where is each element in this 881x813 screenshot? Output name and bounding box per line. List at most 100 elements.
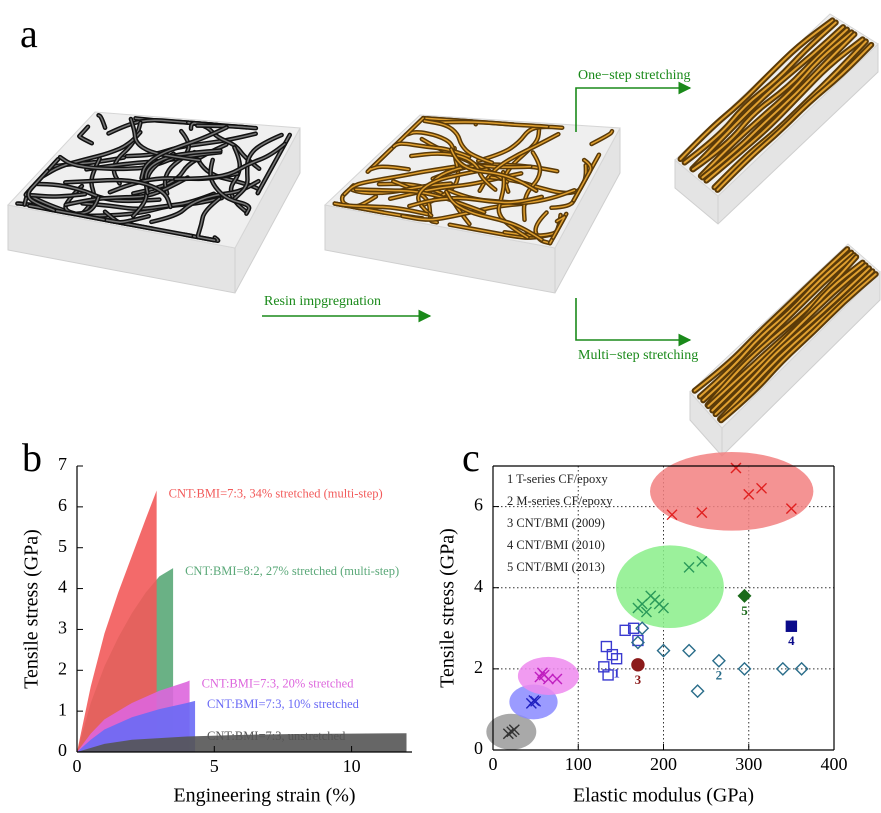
point: [690, 684, 705, 699]
fiber-highlight: [401, 202, 527, 221]
point: [737, 661, 752, 676]
y-axis-label: Tensile stress (GPa): [437, 528, 459, 688]
point: [656, 643, 671, 658]
fiber-highlight: [679, 19, 834, 161]
arrow: [575, 81, 692, 132]
fiber-highlight: [572, 159, 592, 202]
y-tick-label: 6: [58, 495, 67, 515]
point: [743, 488, 755, 500]
point: [640, 606, 652, 618]
legend-entry: 5 CNT/BMI (2013): [507, 560, 605, 574]
point: [756, 482, 768, 494]
fiber-highlight: [366, 165, 410, 173]
fiber-highlight: [590, 128, 613, 145]
point-label: 5: [741, 603, 748, 618]
fiber-highlight: [144, 149, 222, 194]
fiber-highlight: [105, 215, 150, 223]
x-tick-label: 300: [735, 754, 762, 774]
fiber-highlight: [445, 190, 543, 241]
fiber-highlight: [34, 183, 161, 202]
fiber-highlight: [701, 33, 856, 179]
curve-label: CNT:BMI=7:3, 10% stretched: [207, 697, 360, 711]
fiber-highlight: [691, 28, 848, 171]
y-tick-label: 4: [58, 577, 67, 597]
fiber-highlight: [350, 182, 452, 194]
curve-label: CNT:BMI=7:3, unstretched: [207, 729, 346, 743]
point: [610, 653, 623, 665]
highlight: [615, 545, 724, 629]
fiber-highlight: [720, 273, 877, 422]
point: [506, 726, 518, 738]
legend-entry: 1 T-series CF/epoxy: [507, 472, 608, 486]
fiber-highlight: [436, 121, 549, 128]
panel-label: a: [20, 11, 38, 56]
fiber-highlight: [552, 216, 566, 239]
y-tick-label: 2: [474, 657, 483, 677]
point: [737, 588, 752, 603]
x-axis-label: Engineering strain (%): [173, 785, 355, 807]
fiber-highlight: [197, 197, 221, 241]
point: [631, 658, 645, 672]
legend-entry: 2 M-series CF/epoxy: [507, 494, 613, 508]
fiber-highlight: [174, 143, 286, 180]
fiber-highlight: [140, 126, 228, 180]
chart: CNT:BMI=8:2, 27% stretched (multi-step) C…: [21, 454, 412, 807]
fiber-highlight: [78, 126, 93, 144]
point: [632, 634, 644, 647]
point: [682, 643, 697, 658]
point: [666, 509, 678, 521]
fiber-highlight: [693, 248, 849, 392]
y-tick-label: 7: [58, 454, 67, 474]
legend-entry: 3 CNT/BMI (2009): [507, 516, 605, 530]
fiber-highlight: [711, 264, 867, 412]
fiber-highlight: [79, 157, 101, 216]
x-tick-label: 200: [650, 754, 677, 774]
point: [619, 624, 631, 637]
point-label: 3: [635, 672, 642, 687]
y-tick-label: 0: [474, 738, 483, 758]
x-axis-label: Elastic modulus (GPa): [573, 785, 754, 807]
step-label: One−step stretching: [578, 68, 690, 83]
fiber-highlight: [699, 31, 853, 177]
y-tick-label: 6: [474, 495, 483, 515]
fiber-highlight: [705, 38, 864, 182]
fiber-highlight: [64, 179, 172, 208]
panel-label: b: [22, 435, 42, 480]
x-tick-label: 400: [821, 754, 848, 774]
step-label: Resin impgregnation: [264, 294, 381, 309]
curve-label: CNT:BMI=8:2, 27% stretched (multi-step): [185, 564, 399, 578]
point: [528, 695, 540, 706]
fiber-highlight: [408, 196, 543, 207]
point: [635, 621, 650, 636]
fiber-highlight: [716, 43, 873, 191]
point: [711, 653, 726, 668]
fiber-highlight: [343, 166, 455, 195]
fiber-highlight: [423, 120, 493, 164]
fiber-highlight: [698, 251, 853, 398]
panel-label: c: [462, 435, 480, 480]
fiber-highlight: [683, 21, 837, 164]
point: [696, 507, 708, 519]
fiber-highlight: [42, 131, 142, 177]
point: [600, 640, 613, 653]
point: [785, 620, 798, 632]
y-tick-label: 0: [58, 740, 67, 760]
fiber-highlight: [448, 223, 557, 239]
step-label: Multi−step stretching: [578, 348, 698, 363]
y-axis-label: Tensile stress (GPa): [21, 529, 43, 689]
y-tick-label: 3: [58, 618, 67, 638]
point: [630, 635, 645, 650]
fiber-highlight: [81, 193, 215, 210]
point: [775, 661, 790, 676]
point: [730, 462, 742, 474]
highlight: [650, 452, 814, 531]
fiber-highlight: [27, 170, 55, 212]
fiber-highlight: [355, 188, 485, 213]
fiber-highlight: [150, 180, 260, 223]
fiber-highlight: [691, 26, 845, 170]
fiber-highlight: [130, 118, 200, 162]
point: [606, 648, 619, 661]
point: [696, 555, 708, 567]
x-tick-label: 5: [210, 756, 219, 776]
point-label: 1: [613, 666, 620, 681]
